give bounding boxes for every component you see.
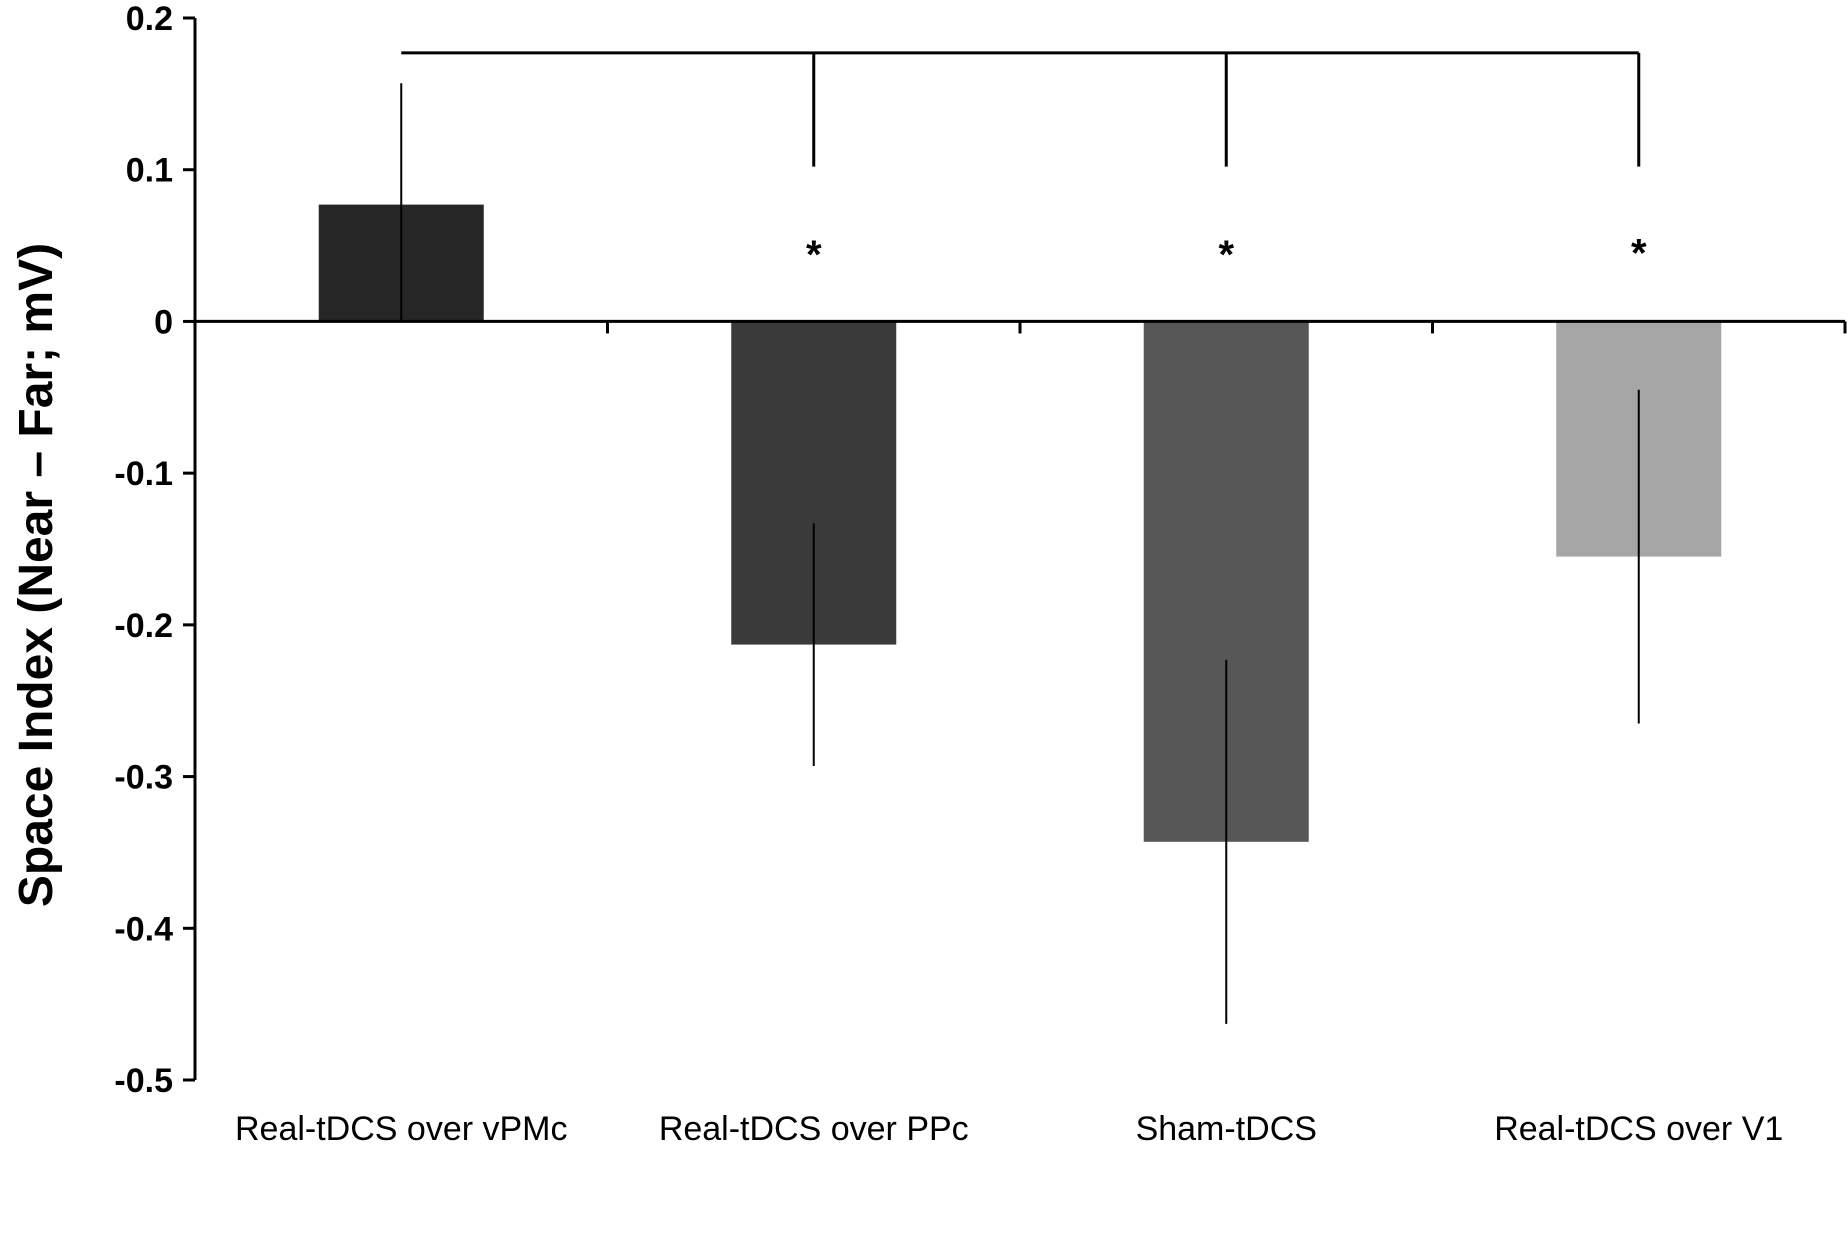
- y-tick-label: -0.2: [114, 607, 173, 645]
- y-tick-label: -0.3: [114, 759, 173, 797]
- category-label: Real-tDCS over vPMc: [235, 1110, 568, 1148]
- y-tick-label: -0.5: [114, 1062, 173, 1100]
- y-tick-label: 0: [154, 303, 173, 341]
- category-label: Real-tDCS over PPc: [659, 1110, 969, 1148]
- significance-asterisk: *: [1218, 233, 1234, 277]
- y-tick-label: -0.4: [114, 910, 173, 948]
- y-tick-label: -0.1: [114, 455, 173, 493]
- y-tick-label: 0.2: [126, 0, 173, 38]
- significance-markers: * * *: [806, 232, 1647, 278]
- significance-asterisk: *: [806, 233, 822, 277]
- bars: [318, 204, 1722, 842]
- error-bars: [400, 83, 1640, 1024]
- category-label: Sham-tDCS: [1136, 1110, 1317, 1148]
- y-axis-title: Space Index (Near – Far; mV): [10, 243, 63, 907]
- category-label: Real-tDCS over V1: [1494, 1110, 1783, 1148]
- significance-bracket: [401, 51, 1641, 167]
- y-tick-label: 0.1: [126, 152, 173, 190]
- y-axis: 0.2 0.1 0 -0.1 -0.2 -0.3 -0.4 -0.5: [114, 0, 197, 1100]
- x-axis: Real-tDCS over vPMc Real-tDCS over PPc Sha…: [195, 319, 1847, 1148]
- significance-asterisk: *: [1631, 232, 1647, 276]
